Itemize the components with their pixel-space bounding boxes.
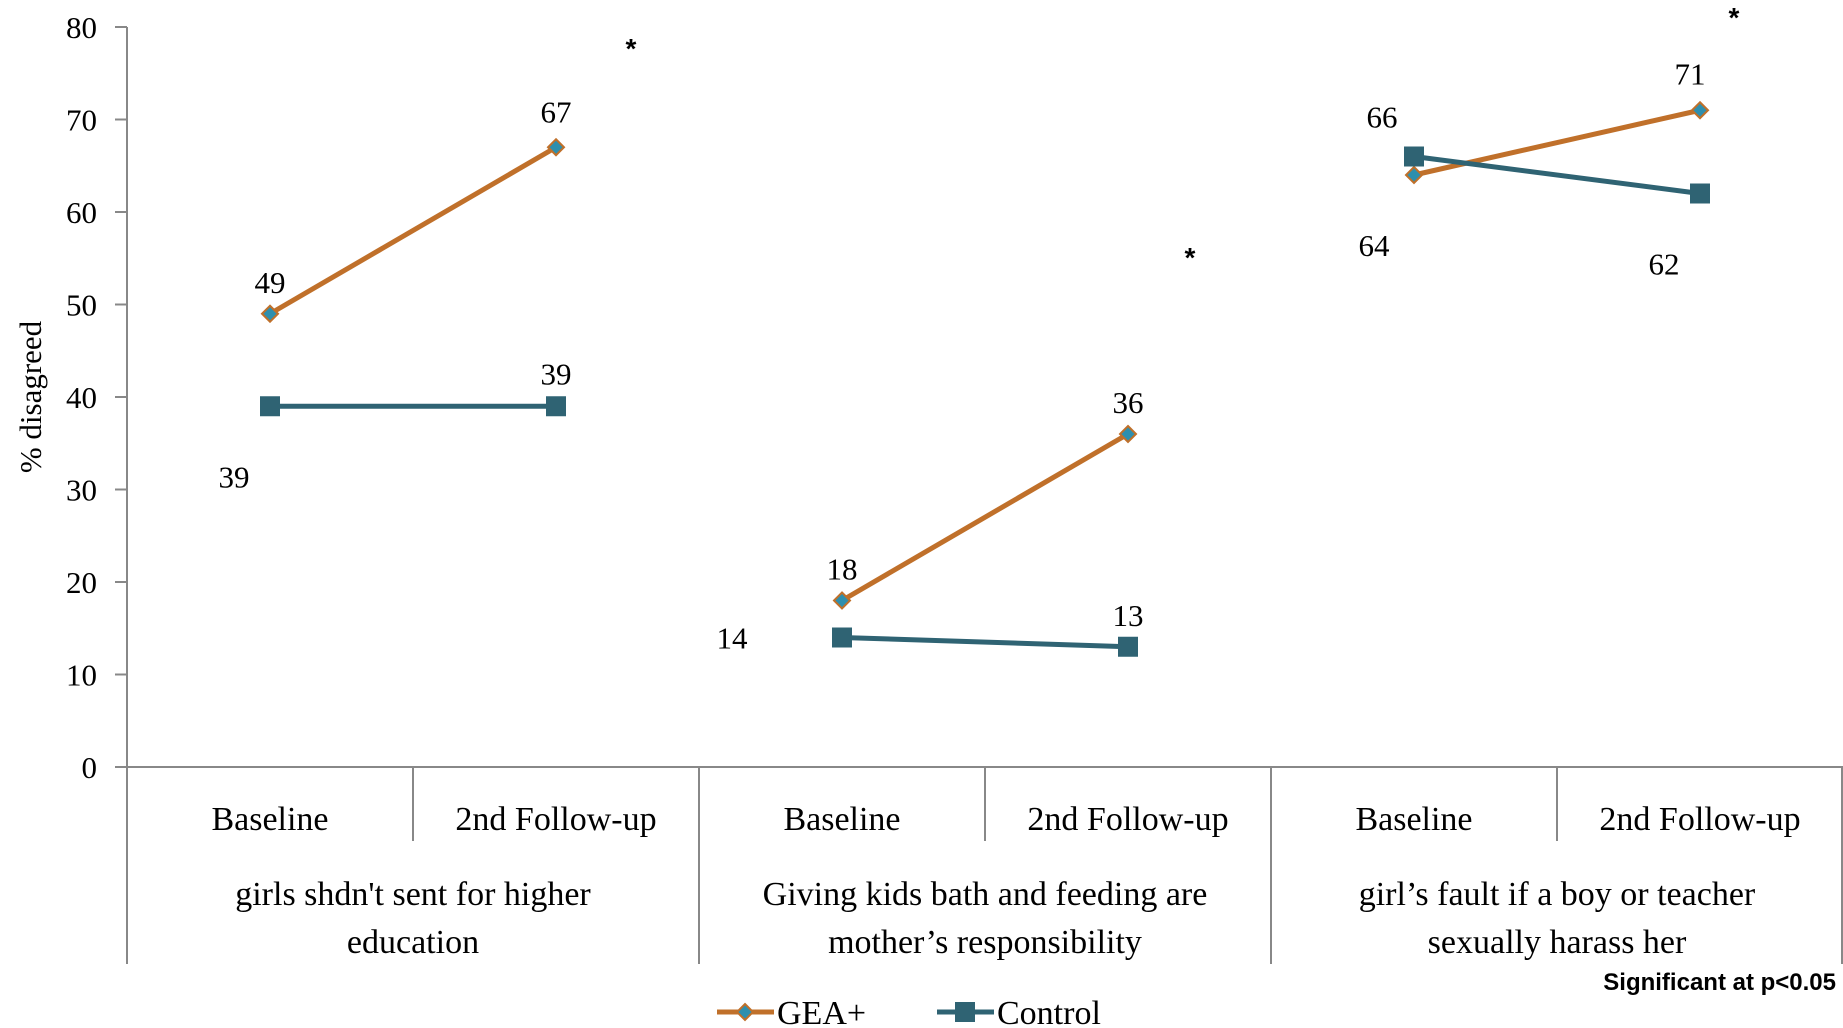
category-label: Baseline	[1355, 801, 1472, 838]
data-point-marker	[1690, 183, 1710, 204]
series-line-gea	[1413, 107, 1701, 178]
data-labels: 49 67 18 36 64 71 39 39 14 13 66 62	[219, 56, 1706, 655]
data-point-marker	[260, 304, 280, 324]
data-point-marker	[832, 591, 852, 610]
data-point-marker	[1118, 636, 1138, 657]
data-point-marker	[832, 627, 852, 648]
group-label: education	[347, 924, 479, 961]
category-labels: Baseline 2nd Follow-up girls shdn't sent f…	[211, 801, 1800, 961]
data-label: 62	[1649, 247, 1680, 282]
legend-label: GEA+	[777, 995, 866, 1028]
y-tick-label: 10	[66, 658, 97, 693]
legend-swatch-marker	[735, 1002, 755, 1022]
legend-swatch-marker	[955, 1002, 975, 1022]
axes	[115, 26, 1843, 964]
significance-star: *	[1185, 242, 1196, 273]
data-point-marker	[546, 396, 566, 417]
series-line-gea	[268, 145, 558, 316]
category-label: Baseline	[211, 801, 328, 838]
significance-star: *	[626, 33, 637, 64]
y-tick-label: 80	[66, 10, 97, 45]
data-point-marker	[1118, 424, 1138, 444]
category-label: 2nd Follow-up	[1027, 801, 1228, 838]
y-tick-label: 50	[66, 288, 97, 323]
significance-markers: * * *	[626, 2, 1740, 273]
data-label: 71	[1675, 56, 1706, 91]
data-label: 18	[827, 552, 858, 587]
y-tick-label: 40	[66, 380, 97, 415]
group-label: Giving kids bath and feeding are	[763, 876, 1208, 913]
group-label: mother’s responsibility	[828, 924, 1142, 961]
series-line-control	[841, 635, 1129, 650]
y-tick-label: 30	[66, 473, 97, 508]
significance-star: *	[1729, 2, 1740, 33]
data-label: 49	[255, 265, 286, 300]
category-label: 2nd Follow-up	[455, 801, 656, 838]
data-label: 39	[219, 459, 250, 494]
category-label: Baseline	[783, 801, 900, 838]
y-axis-label: % disagreed	[13, 320, 48, 473]
data-label: 13	[1113, 598, 1144, 633]
group-label: girl’s fault if a boy or teacher	[1359, 876, 1756, 913]
category-label: 2nd Follow-up	[1599, 801, 1800, 838]
series-line-control	[1413, 154, 1701, 196]
y-ticks: 0 10 20 30 40 50 60 70 80	[66, 10, 97, 785]
data-point-marker	[1690, 100, 1710, 120]
y-tick-label: 60	[66, 195, 97, 230]
series-lines	[260, 100, 1710, 657]
data-point-marker	[546, 137, 566, 157]
y-tick-label: 20	[66, 565, 97, 600]
series-line-gea	[840, 431, 1130, 603]
data-point-marker	[1404, 146, 1424, 167]
data-point-marker	[1404, 165, 1424, 185]
data-label: 36	[1113, 385, 1144, 420]
data-label: 64	[1359, 228, 1391, 263]
group-label: sexually harass her	[1428, 924, 1687, 961]
data-point-marker	[260, 396, 280, 417]
data-label: 14	[717, 621, 749, 656]
y-tick-label: 0	[82, 750, 98, 785]
significance-note: Significant at p<0.05	[1603, 969, 1836, 996]
data-label: 67	[541, 94, 572, 129]
legend: GEA+ Control	[717, 995, 1101, 1028]
data-label: 39	[541, 356, 572, 391]
y-tick-label: 70	[66, 103, 97, 138]
legend-label: Control	[997, 995, 1101, 1028]
group-label: girls shdn't sent for higher	[235, 876, 591, 913]
data-label: 66	[1367, 100, 1398, 135]
